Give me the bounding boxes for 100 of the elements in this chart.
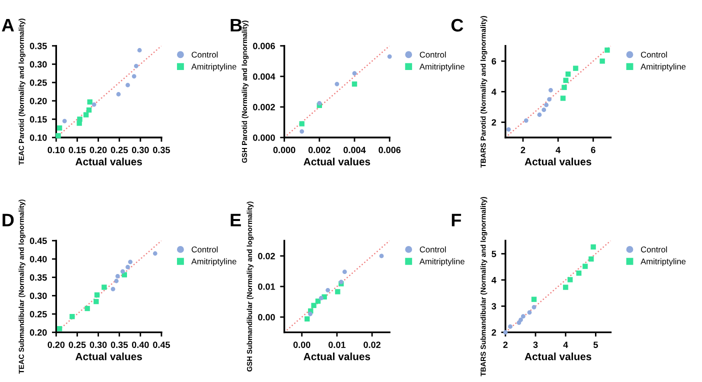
point [299,121,304,126]
point [120,269,125,274]
x-tick-label: 0.00 [293,342,310,348]
y-tick-label: 0.10 [30,134,47,141]
x-tick-label: 3 [533,342,538,348]
point [83,112,89,118]
point [352,71,357,76]
y-tick-label: 0.45 [30,238,47,244]
legend-label: Control [640,52,667,58]
x-tick-label: 0.006 [378,146,401,154]
point [132,74,136,78]
x-tick-label: 0.20 [90,146,107,154]
point [56,326,62,332]
x-axis-title: Actual values [75,158,142,166]
point [508,324,512,329]
point [304,316,310,322]
x-tick-label: 5 [593,342,598,348]
point [565,72,571,77]
point [86,107,92,113]
chart-title: A [2,19,14,32]
point [548,88,553,92]
point [547,97,552,102]
y-tick-label: 0.40 [30,256,47,262]
legend-label: Amitriptyline [191,63,236,72]
point [573,66,578,71]
x-tick-label: 0.40 [132,342,149,348]
x-tick-label: 0.35 [110,342,128,348]
x-tick-label: 0.02 [364,342,380,348]
point [126,82,130,88]
chart-title: C [451,18,464,32]
point [531,296,537,302]
y-tick-label: 0.25 [30,310,47,318]
y-tick-label: 0.35 [30,274,47,281]
x-tick-label: 0.35 [153,146,170,154]
point [56,133,61,138]
x-tick-label: 2 [503,342,508,348]
point [560,96,566,101]
point [102,284,107,290]
y-tick-label: 0.25 [30,79,47,86]
y-tick-label: 5 [492,250,496,258]
point [308,312,312,316]
y-tick-label: 6 [492,58,496,64]
legend-label: Amitriptyline [640,63,686,72]
y-tick-label: 0.02 [258,252,275,260]
y-tick-label: 0.30 [30,292,47,300]
x-axis-title: Actual values [524,352,592,360]
legend-label: Control [420,52,446,58]
point [311,302,316,308]
point [56,125,62,131]
point [537,112,542,117]
point [87,99,92,105]
point [342,270,347,274]
x-tick-label: 4 [563,342,568,348]
point [315,298,321,304]
point [563,284,568,290]
point [114,278,119,284]
point [520,314,526,319]
point [77,116,82,122]
x-tick-label: 0.004 [344,146,366,154]
x-tick-label: 0.15 [68,146,86,154]
y-tick-label: 0.01 [258,283,276,290]
point [600,58,605,64]
point [110,286,116,292]
point [317,100,322,106]
point [544,102,549,108]
point [70,314,75,320]
point [379,254,384,258]
point [335,289,340,294]
x-tick-label: 0.20 [48,342,65,348]
x-tick-label: 0.01 [328,342,346,348]
y-tick-label: 0.004 [253,73,276,80]
point [62,118,67,124]
point [126,264,130,270]
point [94,292,100,298]
x-tick-label: 0.30 [132,146,149,154]
y-tick-label: 0.002 [253,104,275,110]
y-tick-label: 2 [492,329,496,336]
point [562,84,567,90]
x-tick-label: 0.10 [48,146,65,154]
y-tick-label: 0.35 [30,42,47,50]
point [137,48,142,52]
x-tick-label: 6 [591,146,596,154]
point [300,129,304,134]
y-tick-label: 4 [492,88,496,95]
point [318,296,324,300]
legend-label: Amitriptyline [191,258,236,266]
legend-label: Control [640,246,667,252]
y-tick-label: 0.30 [30,61,47,68]
point [524,118,528,123]
point [604,48,610,53]
legend-label: Amitriptyline [640,258,686,266]
point [590,244,596,250]
legend-label: Control [192,246,218,252]
legend-label: Amitriptyline [419,63,464,72]
point [152,251,158,256]
x-tick-label: 0.000 [273,146,296,154]
x-tick-label: 0.25 [110,146,128,154]
point [588,256,594,262]
point [527,310,532,315]
x-axis-title: Actual values [75,352,142,360]
